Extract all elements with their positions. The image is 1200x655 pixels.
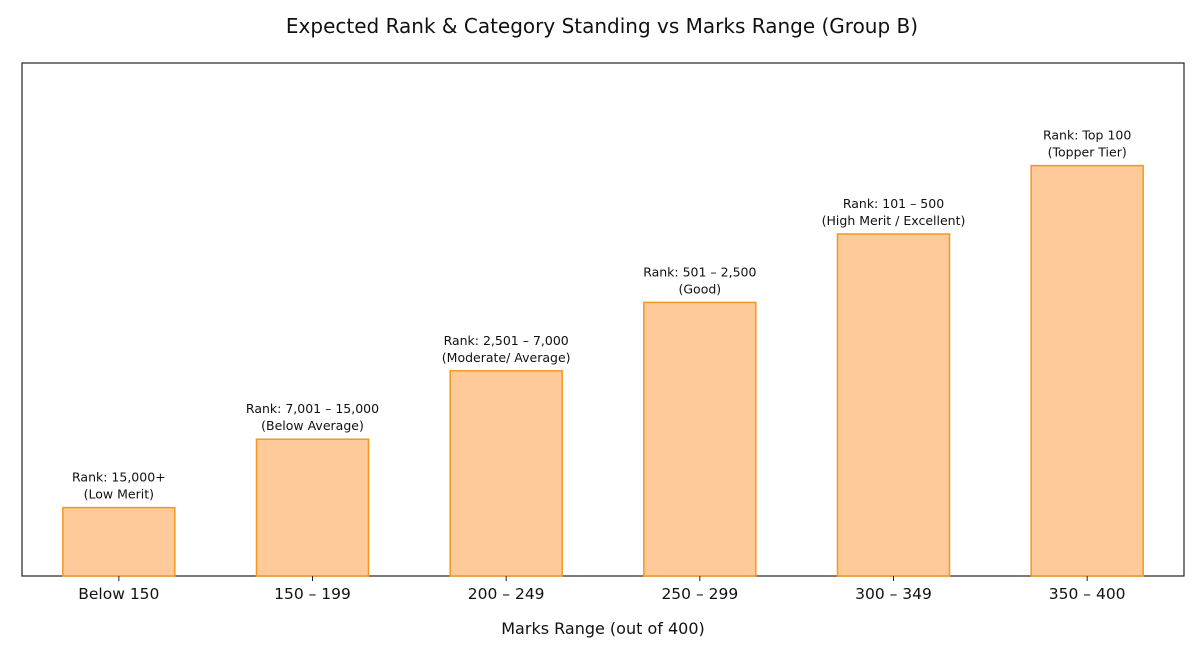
bar-category-label: (Moderate/ Average) — [442, 350, 571, 365]
bar-labels-group: Rank: 15,000+ (Low Merit) Rank: 7,001 – 15… — [72, 128, 1131, 502]
x-tick-label: 150 – 199 — [274, 585, 351, 603]
x-ticks-group: Below 150 150 – 199 200 – 249 250 – 299 300 … — [78, 576, 1126, 603]
bar-category-label: (Topper Tier) — [1048, 145, 1127, 160]
plot-area-frame — [21, 62, 1185, 577]
x-tick-label: 200 – 249 — [468, 585, 545, 603]
bar — [643, 301, 757, 577]
bar-rank-label: Rank: Top 100 — [1043, 128, 1131, 143]
bar — [449, 370, 563, 577]
bar-rank-label: Rank: 501 – 2,500 — [643, 264, 756, 279]
x-axis-label: Marks Range (out of 400) — [501, 619, 705, 638]
bar-category-label: (Below Average) — [261, 418, 364, 433]
bars-group — [62, 164, 1144, 577]
x-tick-label: 350 – 400 — [1049, 585, 1126, 603]
x-tick-label: Below 150 — [78, 585, 159, 603]
bar-category-label: (High Merit / Excellent) — [822, 213, 966, 228]
bar-rank-label: Rank: 2,501 – 7,000 — [444, 333, 569, 348]
bar — [836, 233, 951, 577]
x-tick-label: 250 – 299 — [661, 585, 738, 603]
x-tick-label: 300 – 349 — [855, 585, 932, 603]
bar-category-label: (Low Merit) — [84, 487, 154, 502]
bar — [255, 438, 370, 577]
bar-rank-label: Rank: 15,000+ — [72, 470, 166, 485]
chart-title: Expected Rank & Category Standing vs Mar… — [286, 14, 918, 38]
bar — [62, 506, 176, 577]
bar-rank-label: Rank: 101 – 500 — [843, 196, 944, 211]
bar — [1030, 164, 1144, 577]
bar-category-label: (Good) — [678, 281, 721, 296]
bar-rank-label: Rank: 7,001 – 15,000 — [246, 401, 379, 416]
